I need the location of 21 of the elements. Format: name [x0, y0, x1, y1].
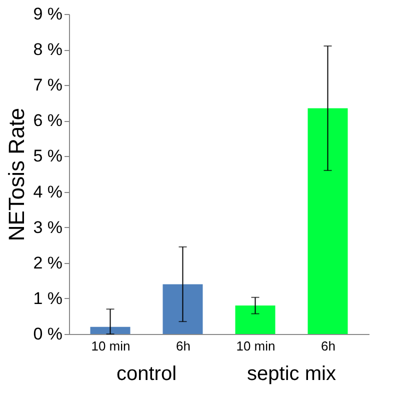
y-tick-label: 4 %	[33, 182, 62, 202]
bar	[308, 108, 348, 334]
text: septic mix	[247, 363, 336, 385]
y-tick-label: 8 %	[33, 40, 62, 60]
y-tick-label: 1 %	[33, 288, 62, 308]
y-tick-label: 3 %	[33, 218, 62, 237]
x-tick-label: 10 min	[91, 338, 130, 354]
bar	[162, 284, 203, 334]
x-tick-label: 10 min	[236, 338, 276, 354]
bar	[235, 306, 276, 334]
x-tick-label: 6h	[176, 338, 190, 354]
y-tick-label: 6 %	[33, 111, 62, 130]
y-tick-label: 9 %	[33, 4, 62, 24]
text: control	[116, 363, 177, 385]
y-tick-label: 2 %	[33, 253, 62, 272]
y-tick-label: 0 %	[33, 324, 62, 344]
y-tick-label: 7 %	[33, 76, 62, 95]
bar	[90, 326, 130, 334]
y-tick-label: 5 %	[33, 146, 62, 166]
y-axis-title: NETosis Rate	[4, 108, 30, 242]
x-tick-label: 6h	[321, 338, 336, 354]
